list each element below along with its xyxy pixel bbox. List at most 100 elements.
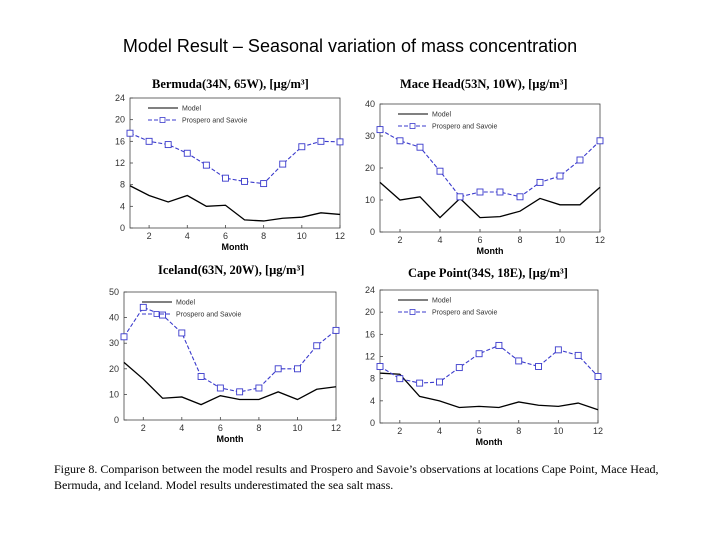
macehead-legend-marker-obs bbox=[409, 123, 416, 129]
bermuda-obs-point-4 bbox=[183, 149, 191, 157]
bermuda-xtick-label-2: 6 bbox=[223, 231, 228, 241]
iceland-legend-label-obs: Prospero and Savoie bbox=[176, 312, 241, 319]
macehead-obs-point-10 bbox=[556, 172, 564, 180]
iceland-obs-point-10 bbox=[294, 365, 301, 373]
iceland-plot-frame bbox=[123, 291, 337, 421]
capepoint-obs-point-12 bbox=[594, 372, 602, 380]
bermuda-obs-point-11 bbox=[317, 137, 325, 145]
capepoint-xtick-label-1: 4 bbox=[437, 426, 442, 436]
capepoint-obs-point-6 bbox=[475, 350, 483, 358]
iceland-chart-title: Iceland(63N, 20W), [µg/m³] bbox=[158, 263, 305, 277]
bermuda-xtick-label-4: 10 bbox=[297, 231, 307, 241]
bermuda-obs-point-12 bbox=[336, 138, 344, 146]
macehead-ytick-label-2: 20 bbox=[365, 163, 375, 173]
iceland-ytick-label-1: 10 bbox=[109, 389, 119, 399]
macehead-xtick-label-0: 2 bbox=[397, 235, 402, 245]
iceland-legend-marker-obs bbox=[153, 311, 160, 317]
bermuda-legend-marker-obs bbox=[159, 117, 166, 123]
iceland-ytick-label-5: 50 bbox=[109, 287, 119, 297]
bermuda-xtick-label-5: 12 bbox=[335, 231, 345, 241]
capepoint-legend-label-model: Model bbox=[432, 298, 452, 305]
macehead-obs-point-5 bbox=[456, 193, 464, 201]
capepoint-ytick-label-2: 8 bbox=[370, 374, 375, 384]
macehead-ytick-label-3: 30 bbox=[365, 131, 375, 141]
macehead-ytick-label-0: 0 bbox=[370, 227, 375, 237]
capepoint-ytick-label-5: 20 bbox=[365, 307, 375, 317]
macehead-xtick-label-1: 4 bbox=[437, 235, 442, 245]
macehead-obs-point-3 bbox=[416, 143, 424, 151]
bermuda-obs-point-9 bbox=[279, 160, 287, 168]
capepoint-obs-point-2 bbox=[396, 375, 404, 383]
macehead-obs-point-8 bbox=[516, 193, 524, 201]
macehead-obs-point-12 bbox=[596, 137, 604, 145]
macehead-ytick-label-4: 40 bbox=[365, 99, 375, 109]
bermuda-series-obs-line bbox=[129, 132, 341, 185]
bermuda-obs-point-5 bbox=[202, 161, 210, 169]
bermuda-legend-label-model: Model bbox=[182, 106, 202, 113]
macehead-xtick-label-3: 8 bbox=[517, 235, 522, 245]
bermuda-obs-point-10 bbox=[298, 143, 306, 151]
capepoint-xtick-label-2: 6 bbox=[477, 426, 482, 436]
iceland-xtick-label-2: 6 bbox=[218, 423, 223, 433]
capepoint-obs-point-8 bbox=[515, 357, 523, 365]
capepoint-obs-point-4 bbox=[436, 378, 443, 386]
iceland-xtick-label-1: 4 bbox=[179, 423, 184, 433]
iceland-ytick-label-3: 30 bbox=[109, 338, 119, 348]
capepoint-obs-point-3 bbox=[416, 379, 424, 387]
capepoint-xtick-label-4: 10 bbox=[553, 426, 563, 436]
iceland-ytick-label-2: 20 bbox=[109, 364, 119, 374]
macehead-obs-point-2 bbox=[396, 137, 404, 145]
macehead-chart: 0 10 20 30 40 2 4 6 8 10 12 Month Model Prospero and … bbox=[365, 99, 605, 256]
capepoint-legend-marker-obs bbox=[409, 309, 416, 315]
macehead-legend-label-model: Model bbox=[432, 112, 452, 119]
iceland-obs-point-11 bbox=[313, 342, 321, 350]
iceland-obs-point-9 bbox=[274, 365, 282, 373]
iceland-xtick-label-5: 12 bbox=[331, 423, 341, 433]
iceland-obs-point-12 bbox=[332, 326, 340, 334]
capepoint-series-model-line bbox=[379, 372, 599, 411]
capepoint-series-obs-line bbox=[379, 344, 599, 384]
macehead-series-model-line bbox=[379, 181, 601, 219]
iceland-chart: 0 10 20 30 40 50 2 4 6 8 10 12 Month Model Prospero an… bbox=[109, 287, 341, 444]
bermuda-obs-point-3 bbox=[164, 141, 172, 149]
capepoint-ytick-label-4: 16 bbox=[365, 329, 375, 339]
capepoint-xaxis-label: Month bbox=[476, 437, 503, 447]
bermuda-chart-title: Bermuda(34N, 65W), [µg/m³] bbox=[152, 77, 309, 91]
iceland-xaxis-label: Month bbox=[217, 434, 244, 444]
macehead-legend-label-obs: Prospero and Savoie bbox=[432, 124, 497, 131]
iceland-obs-point-5 bbox=[197, 373, 205, 380]
bermuda-ytick-label-2: 8 bbox=[120, 180, 125, 190]
bermuda-ytick-label-0: 0 bbox=[120, 223, 125, 233]
macehead-obs-point-7 bbox=[496, 188, 504, 196]
capepoint-xtick-label-0: 2 bbox=[397, 426, 402, 436]
figure-caption: Figure 8. Comparison between the model r… bbox=[54, 462, 659, 492]
iceland-obs-point-1 bbox=[120, 333, 128, 341]
bermuda-obs-point-1 bbox=[126, 129, 134, 137]
capepoint-chart-title: Cape Point(34S, 18E), [µg/m³] bbox=[408, 266, 568, 280]
iceland-obs-point-3 bbox=[159, 311, 166, 319]
iceland-obs-point-7 bbox=[236, 388, 244, 396]
bermuda-xaxis-label: Month bbox=[222, 242, 249, 252]
capepoint-xtick-label-5: 12 bbox=[593, 426, 603, 436]
bermuda-obs-point-7 bbox=[241, 177, 248, 185]
capepoint-obs-point-1 bbox=[376, 363, 384, 370]
macehead-obs-point-1 bbox=[376, 126, 384, 134]
macehead-ytick-label-1: 10 bbox=[365, 195, 375, 205]
iceland-xtick-label-0: 2 bbox=[141, 423, 146, 433]
iceland-xtick-label-3: 8 bbox=[256, 423, 261, 433]
capepoint-ytick-label-0: 0 bbox=[370, 418, 375, 428]
macehead-xaxis-label: Month bbox=[477, 246, 504, 256]
iceland-legend-label-model: Model bbox=[176, 300, 196, 307]
capepoint-legend-label-obs: Prospero and Savoie bbox=[432, 310, 497, 317]
capepoint-ytick-label-1: 4 bbox=[370, 396, 375, 406]
capepoint-ytick-label-3: 12 bbox=[365, 352, 375, 362]
macehead-obs-point-4 bbox=[436, 167, 444, 175]
bermuda-ytick-label-5: 20 bbox=[115, 115, 125, 125]
iceland-ytick-label-4: 40 bbox=[109, 313, 119, 323]
macehead-xtick-label-5: 12 bbox=[595, 235, 605, 245]
macehead-series-obs-line bbox=[379, 129, 601, 198]
macehead-xtick-label-2: 6 bbox=[477, 235, 482, 245]
capepoint-obs-point-5 bbox=[455, 364, 463, 372]
macehead-xtick-label-4: 10 bbox=[555, 235, 565, 245]
